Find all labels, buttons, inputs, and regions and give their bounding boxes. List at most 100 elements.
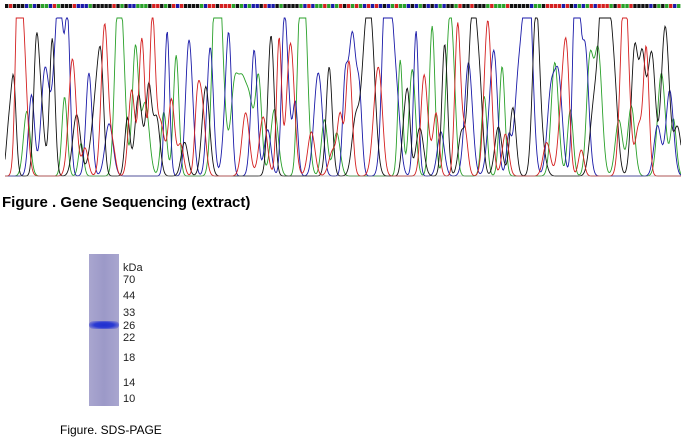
base-call-mark [374, 4, 379, 8]
base-call-mark [422, 4, 426, 8]
base-call-mark [653, 4, 657, 8]
base-call-mark [605, 4, 609, 8]
base-call-mark [179, 4, 184, 8]
base-call-mark [382, 4, 387, 8]
base-call-mark [577, 4, 581, 8]
base-call-mark [597, 4, 601, 8]
base-call-mark [84, 4, 88, 8]
base-call-mark [462, 4, 466, 8]
base-call-mark [303, 4, 307, 8]
base-call-mark [669, 4, 673, 8]
base-call-mark [327, 4, 331, 8]
base-call-mark [187, 4, 192, 8]
base-call-mark [319, 4, 323, 8]
base-call-mark [76, 4, 80, 8]
base-call-mark [402, 4, 407, 8]
base-call-mark [414, 4, 418, 8]
chromatogram-background [5, 4, 681, 180]
base-call-mark [466, 4, 470, 8]
base-call-mark [140, 4, 144, 8]
base-call-mark [561, 4, 566, 8]
base-call-mark [100, 4, 104, 8]
base-call-mark [641, 4, 645, 8]
base-call-mark [199, 4, 204, 8]
base-call-mark [335, 4, 339, 8]
base-call-mark [88, 4, 92, 8]
base-call-mark [633, 4, 637, 8]
base-call-mark [275, 4, 279, 8]
base-call-mark [96, 4, 100, 8]
base-call-mark [259, 4, 263, 8]
base-call-mark [601, 4, 605, 8]
base-call-mark [12, 4, 17, 8]
base-call-mark [410, 4, 414, 8]
base-call-mark [482, 4, 486, 8]
base-call-mark [283, 4, 287, 8]
base-call-mark [331, 4, 335, 8]
base-call-mark [502, 4, 506, 8]
base-call-mark [565, 4, 570, 8]
base-call-mark [533, 4, 538, 8]
marker-label-33: 33 [123, 307, 136, 319]
base-call-mark [311, 4, 315, 8]
base-call-mark [295, 4, 299, 8]
base-call-mark [585, 4, 589, 8]
base-call-mark [307, 4, 311, 8]
base-call-mark [438, 4, 442, 8]
trace-a [5, 17, 681, 177]
base-call-mark [223, 4, 228, 8]
base-call-mark [621, 4, 625, 8]
base-call-mark [80, 4, 84, 8]
base-call-mark [16, 4, 21, 8]
base-call-mark [8, 4, 13, 8]
base-call-mark [645, 4, 649, 8]
base-call-mark [36, 4, 41, 8]
base-call-mark [172, 4, 176, 8]
base-call-mark [609, 4, 613, 8]
marker-label-70: 70 [123, 274, 136, 286]
base-call-mark [152, 4, 156, 8]
base-call-mark [458, 4, 462, 8]
base-call-mark [243, 4, 247, 8]
base-call-mark [207, 4, 212, 8]
base-call-mark [168, 4, 172, 8]
base-call-mark [478, 4, 482, 8]
base-call-mark [593, 4, 597, 8]
base-call-mark [649, 4, 653, 8]
base-call-mark [581, 4, 585, 8]
base-call-mark [92, 4, 96, 8]
base-call-mark [128, 4, 132, 8]
gel-lane [89, 254, 119, 406]
base-call-mark [235, 4, 240, 8]
base-call-mark [637, 4, 641, 8]
marker-label-26: 26 [123, 320, 136, 332]
base-call-mark [573, 4, 578, 8]
base-call-mark [215, 4, 220, 8]
base-call-mark [156, 4, 160, 8]
base-call-mark [406, 4, 410, 8]
base-call-mark [175, 4, 180, 8]
base-call-mark [661, 4, 665, 8]
base-call-strip [5, 4, 681, 8]
base-call-mark [20, 4, 25, 8]
base-call-mark [116, 4, 120, 8]
base-call-mark [454, 4, 458, 8]
base-call-mark [677, 4, 681, 8]
base-call-mark [657, 4, 661, 8]
base-call-mark [68, 4, 72, 8]
base-call-mark [52, 4, 57, 8]
base-call-mark [315, 4, 319, 8]
base-call-mark [525, 4, 530, 8]
base-call-mark [569, 4, 574, 8]
base-call-mark [239, 4, 243, 8]
base-call-mark [629, 4, 633, 8]
base-call-mark [617, 4, 621, 8]
base-call-mark [183, 4, 188, 8]
base-call-mark [211, 4, 216, 8]
base-call-mark [339, 4, 343, 8]
base-call-mark [378, 4, 383, 8]
figure-caption-sds-page: Figure. SDS-PAGE [60, 423, 162, 437]
base-call-mark [521, 4, 526, 8]
base-call-mark [513, 4, 518, 8]
base-call-mark [434, 4, 438, 8]
